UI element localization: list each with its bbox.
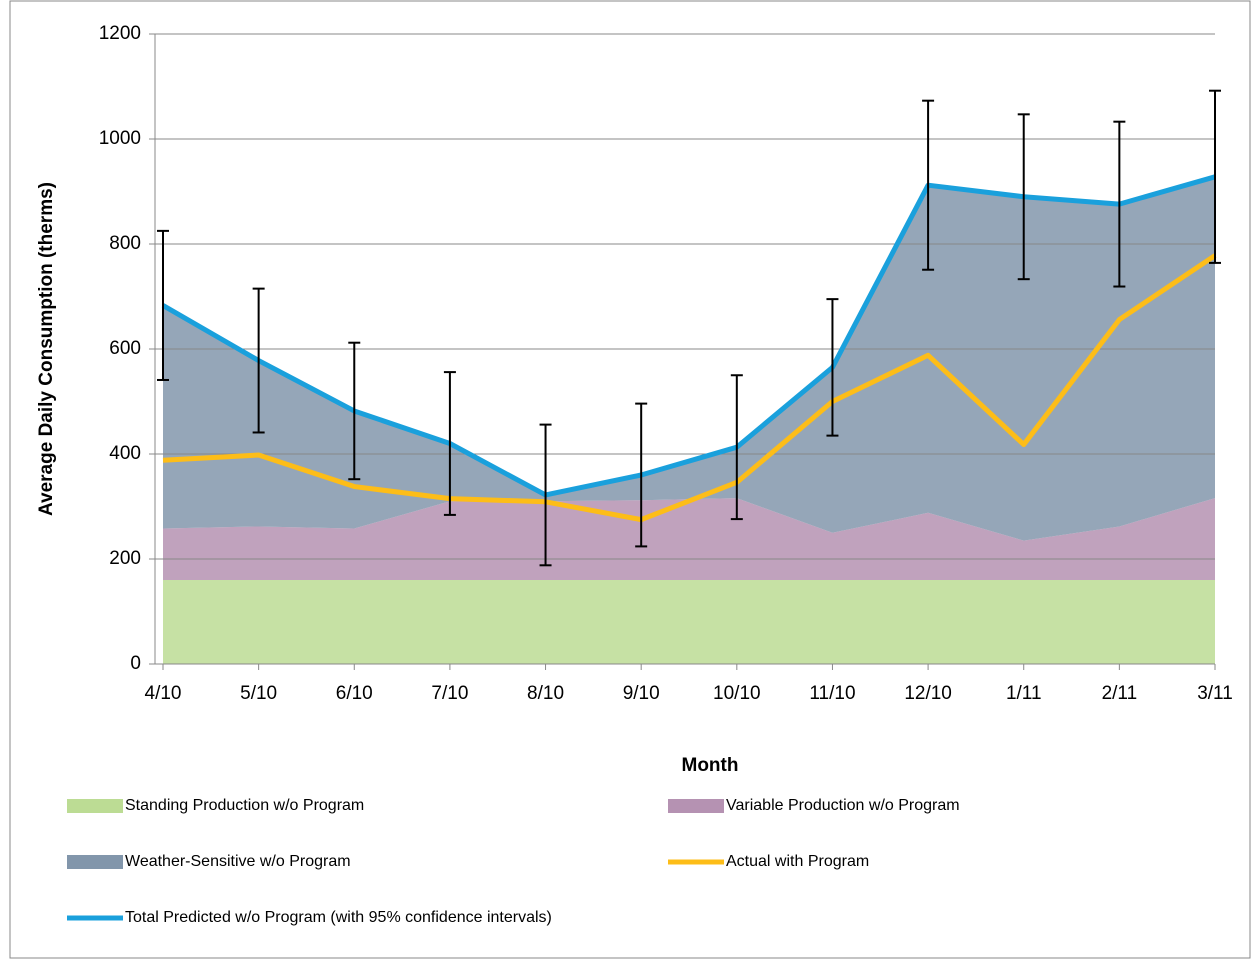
legend-label: Total Predicted w/o Program (with 95% co…	[125, 909, 552, 926]
x-tick-label: 8/10	[527, 683, 564, 704]
y-tick-label: 1200	[99, 23, 141, 44]
y-axis-label: Average Daily Consumption (therms)	[36, 182, 57, 516]
x-tick-label: 12/10	[904, 683, 952, 704]
legend-swatch	[67, 799, 123, 813]
area	[163, 176, 1215, 541]
legend-label: Standing Production w/o Program	[125, 797, 364, 814]
y-tick-label: 400	[109, 443, 141, 464]
x-axis-label: Month	[682, 755, 739, 776]
legend-label: Weather-Sensitive w/o Program	[125, 853, 351, 870]
line	[162, 253, 1217, 523]
area	[163, 580, 1215, 664]
x-tick-label: 5/10	[240, 683, 277, 704]
x-tick-label: 2/11	[1102, 683, 1138, 704]
y-tick-label: 200	[109, 548, 141, 569]
legend-swatch	[67, 855, 123, 869]
y-tick-label: 1000	[99, 128, 141, 149]
x-tick-label: 9/10	[623, 683, 660, 704]
x-tick-label: 7/10	[431, 683, 468, 704]
x-tick-label: 10/10	[713, 683, 761, 704]
y-tick-label: 800	[109, 233, 141, 254]
y-tick-label: 0	[130, 653, 141, 674]
legend-label: Variable Production w/o Program	[726, 797, 960, 814]
x-tick-label: 3/11	[1197, 683, 1233, 704]
x-tick-label: 1/11	[1006, 683, 1042, 704]
legend-swatch	[668, 799, 724, 813]
x-tick-label: 11/10	[809, 683, 855, 704]
area	[163, 498, 1215, 580]
line	[161, 174, 1216, 498]
x-tick-label: 6/10	[336, 683, 373, 704]
legend-label: Actual with Program	[726, 853, 869, 870]
x-tick-label: 4/10	[145, 683, 182, 704]
y-tick-label: 600	[109, 338, 141, 359]
